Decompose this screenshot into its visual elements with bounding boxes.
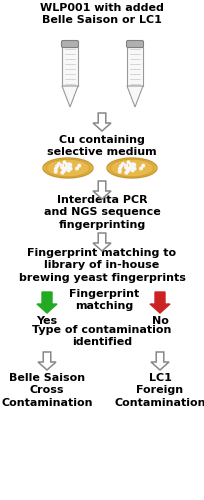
- Polygon shape: [62, 86, 78, 107]
- Circle shape: [78, 164, 80, 167]
- Circle shape: [61, 164, 63, 167]
- Ellipse shape: [106, 158, 156, 178]
- Circle shape: [62, 168, 64, 170]
- Circle shape: [141, 164, 144, 167]
- Circle shape: [121, 162, 124, 166]
- Circle shape: [129, 166, 131, 169]
- Circle shape: [65, 166, 68, 169]
- FancyBboxPatch shape: [126, 40, 143, 48]
- Circle shape: [131, 163, 134, 166]
- Circle shape: [75, 167, 78, 170]
- Polygon shape: [93, 113, 110, 131]
- Polygon shape: [149, 292, 169, 313]
- Text: WLP001 with added
Belle Saison or LC1: WLP001 with added Belle Saison or LC1: [40, 3, 163, 26]
- Circle shape: [125, 168, 128, 170]
- Circle shape: [67, 169, 70, 172]
- Text: Belle Saison
Cross
Contamination: Belle Saison Cross Contamination: [1, 373, 92, 408]
- Circle shape: [118, 170, 120, 173]
- Polygon shape: [93, 181, 110, 199]
- Circle shape: [139, 167, 142, 170]
- Circle shape: [133, 168, 135, 170]
- Circle shape: [132, 164, 135, 166]
- Circle shape: [69, 164, 71, 166]
- Polygon shape: [126, 86, 142, 107]
- Text: Fingerprint matching to
library of in-house
brewing yeast fingerprints: Fingerprint matching to library of in-ho…: [19, 248, 185, 283]
- Circle shape: [131, 169, 133, 172]
- Text: No: No: [151, 316, 168, 326]
- Circle shape: [57, 162, 60, 166]
- Circle shape: [63, 161, 65, 164]
- Polygon shape: [150, 352, 168, 370]
- Circle shape: [126, 170, 129, 172]
- Circle shape: [61, 172, 63, 174]
- Circle shape: [55, 165, 58, 168]
- Circle shape: [127, 161, 129, 164]
- Circle shape: [132, 164, 134, 166]
- Circle shape: [118, 168, 121, 170]
- Circle shape: [68, 163, 70, 166]
- Circle shape: [64, 166, 67, 170]
- Circle shape: [126, 169, 129, 172]
- Circle shape: [124, 164, 127, 167]
- FancyBboxPatch shape: [126, 47, 142, 86]
- Text: Fingerprint
matching: Fingerprint matching: [69, 289, 139, 312]
- Text: Type of contamination
identified: Type of contamination identified: [32, 325, 171, 347]
- Circle shape: [54, 170, 57, 173]
- Circle shape: [63, 169, 65, 172]
- Circle shape: [65, 164, 68, 166]
- Circle shape: [62, 170, 65, 172]
- FancyBboxPatch shape: [62, 47, 78, 86]
- Text: Cu containing
selective medium: Cu containing selective medium: [47, 135, 156, 158]
- Circle shape: [69, 168, 71, 170]
- Ellipse shape: [43, 158, 93, 178]
- Circle shape: [128, 166, 131, 170]
- Polygon shape: [93, 233, 110, 251]
- Text: Interdelta PCR
and NGS sequence
fingerprinting: Interdelta PCR and NGS sequence fingerpr…: [43, 195, 160, 230]
- Circle shape: [119, 165, 122, 168]
- Circle shape: [54, 168, 57, 170]
- Circle shape: [131, 167, 134, 170]
- Circle shape: [60, 166, 63, 168]
- Text: Yes: Yes: [36, 316, 57, 326]
- Circle shape: [129, 164, 132, 166]
- Circle shape: [68, 164, 71, 166]
- Text: LC1
Foreign
Contamination: LC1 Foreign Contamination: [114, 373, 204, 408]
- Circle shape: [124, 166, 127, 168]
- FancyBboxPatch shape: [61, 40, 78, 48]
- Polygon shape: [37, 292, 57, 313]
- Circle shape: [124, 172, 127, 174]
- Polygon shape: [38, 352, 56, 370]
- Circle shape: [68, 167, 70, 170]
